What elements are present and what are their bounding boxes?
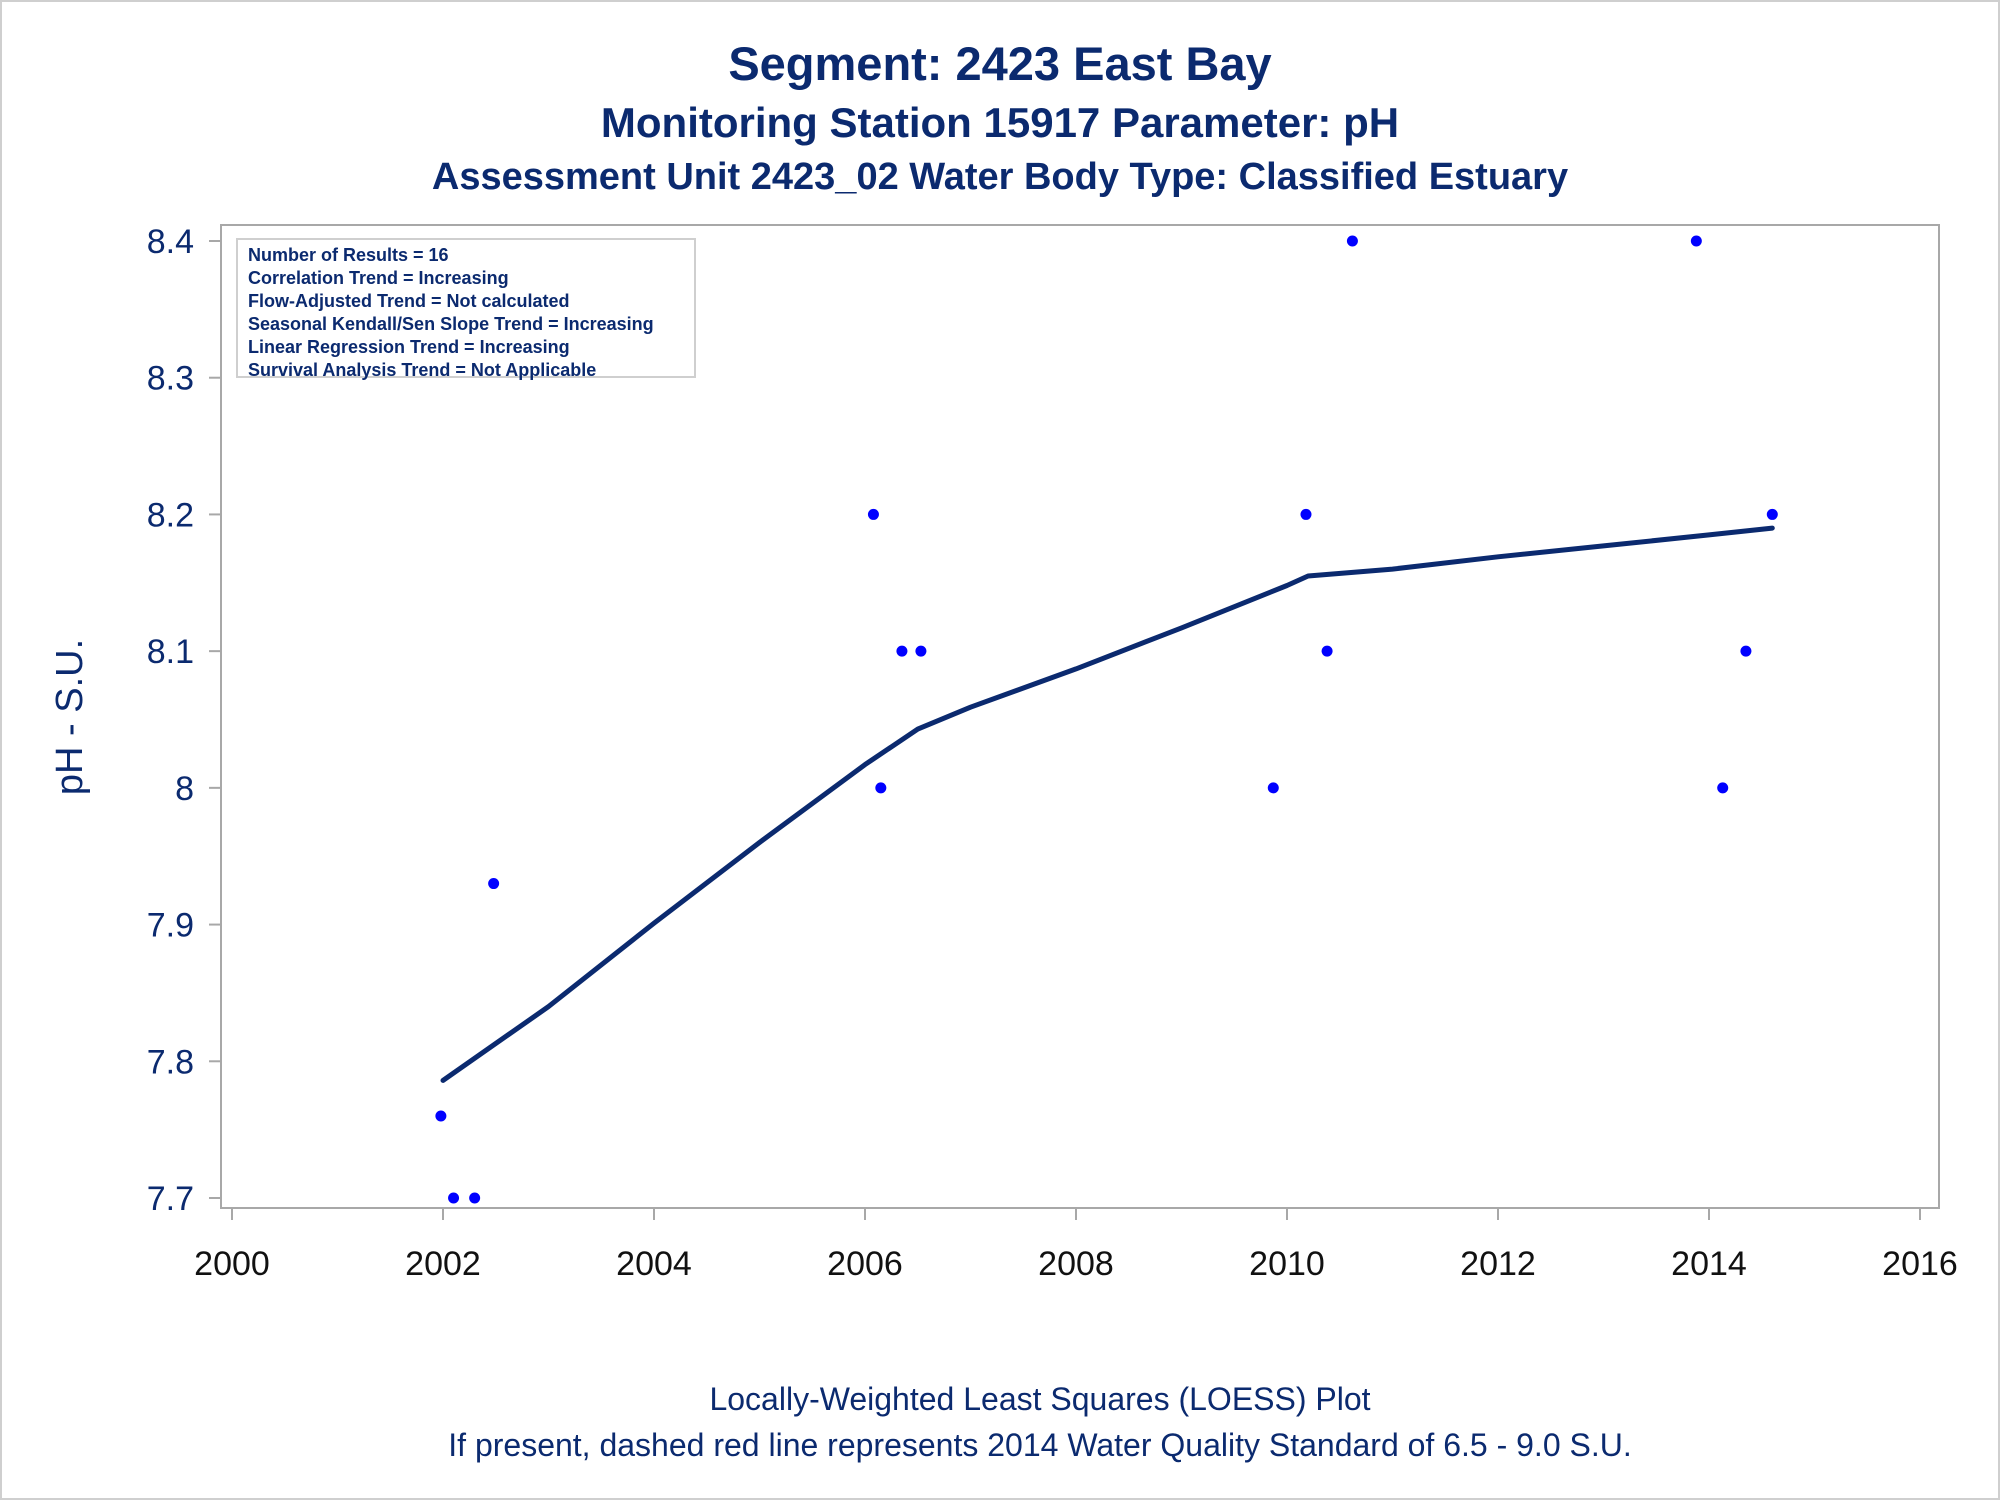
y-tick-label: 7.9 <box>147 907 194 945</box>
data-point <box>915 645 927 657</box>
stat-seasonal-kendall-trend: Seasonal Kendall/Sen Slope Trend = Incre… <box>248 314 654 334</box>
data-point <box>1321 645 1333 657</box>
x-tick-label: 2006 <box>827 1245 903 1283</box>
chart-title: Segment: 2423 East Bay <box>728 37 1272 90</box>
data-point <box>435 1110 447 1122</box>
y-tick-label: 8.4 <box>147 223 194 261</box>
data-point <box>1267 782 1279 794</box>
data-point <box>1690 235 1702 247</box>
data-points <box>435 235 1778 1204</box>
data-point <box>896 645 908 657</box>
chart-subtitle-assessment: Assessment Unit 2423_02 Water Body Type:… <box>431 156 1569 198</box>
y-axis: 7.7 7.8 7.9 8 8.1 8.2 8.3 8.4 <box>147 223 221 1218</box>
data-point <box>1740 645 1752 657</box>
data-point <box>1766 508 1778 520</box>
data-point <box>469 1192 481 1204</box>
stat-linear-regression-trend: Linear Regression Trend = Increasing <box>248 337 570 357</box>
data-point <box>867 508 879 520</box>
data-point <box>1717 782 1729 794</box>
footnote-standard: If present, dashed red line represents 2… <box>448 1427 1632 1463</box>
y-tick-label: 7.7 <box>147 1180 194 1218</box>
x-tick-label: 2010 <box>1249 1245 1325 1283</box>
y-tick-label: 8 <box>175 770 194 808</box>
data-point <box>1346 235 1358 247</box>
y-tick-label: 8.3 <box>147 360 194 398</box>
x-axis: 2000 2002 2004 2006 2008 2010 2012 2014 2016 <box>194 1208 1958 1283</box>
y-tick-label: 8.1 <box>147 633 194 671</box>
y-tick-label: 8.2 <box>147 496 194 534</box>
x-tick-label: 2016 <box>1882 1245 1958 1283</box>
footnote-method: Locally-Weighted Least Squares (LOESS) P… <box>709 1381 1371 1417</box>
stat-survival-analysis-trend: Survival Analysis Trend = Not Applicable <box>248 360 597 380</box>
y-tick-label: 7.8 <box>147 1043 194 1081</box>
data-point <box>875 782 887 794</box>
x-tick-label: 2014 <box>1671 1245 1747 1283</box>
chart-subtitle-station: Monitoring Station 15917 Parameter: pH <box>600 99 1400 146</box>
x-tick-label: 2002 <box>405 1245 481 1283</box>
x-tick-label: 2012 <box>1460 1245 1536 1283</box>
x-tick-label: 2000 <box>194 1245 270 1283</box>
stat-correlation-trend: Correlation Trend = Increasing <box>248 268 509 288</box>
data-point <box>1300 508 1312 520</box>
x-tick-label: 2004 <box>616 1245 692 1283</box>
plot-area-border <box>220 224 1940 1209</box>
x-tick-label: 2008 <box>1038 1245 1114 1283</box>
loess-curve <box>440 525 1775 1083</box>
stat-number-of-results: Number of Results = 16 <box>248 245 449 265</box>
data-point <box>488 878 500 890</box>
trend-stats-box: Number of Results = 16 Correlation Trend… <box>236 238 696 380</box>
stat-flow-adjusted-trend: Flow-Adjusted Trend = Not calculated <box>248 291 570 311</box>
data-point <box>448 1192 460 1204</box>
y-axis-label: pH - S.U. <box>49 639 91 795</box>
